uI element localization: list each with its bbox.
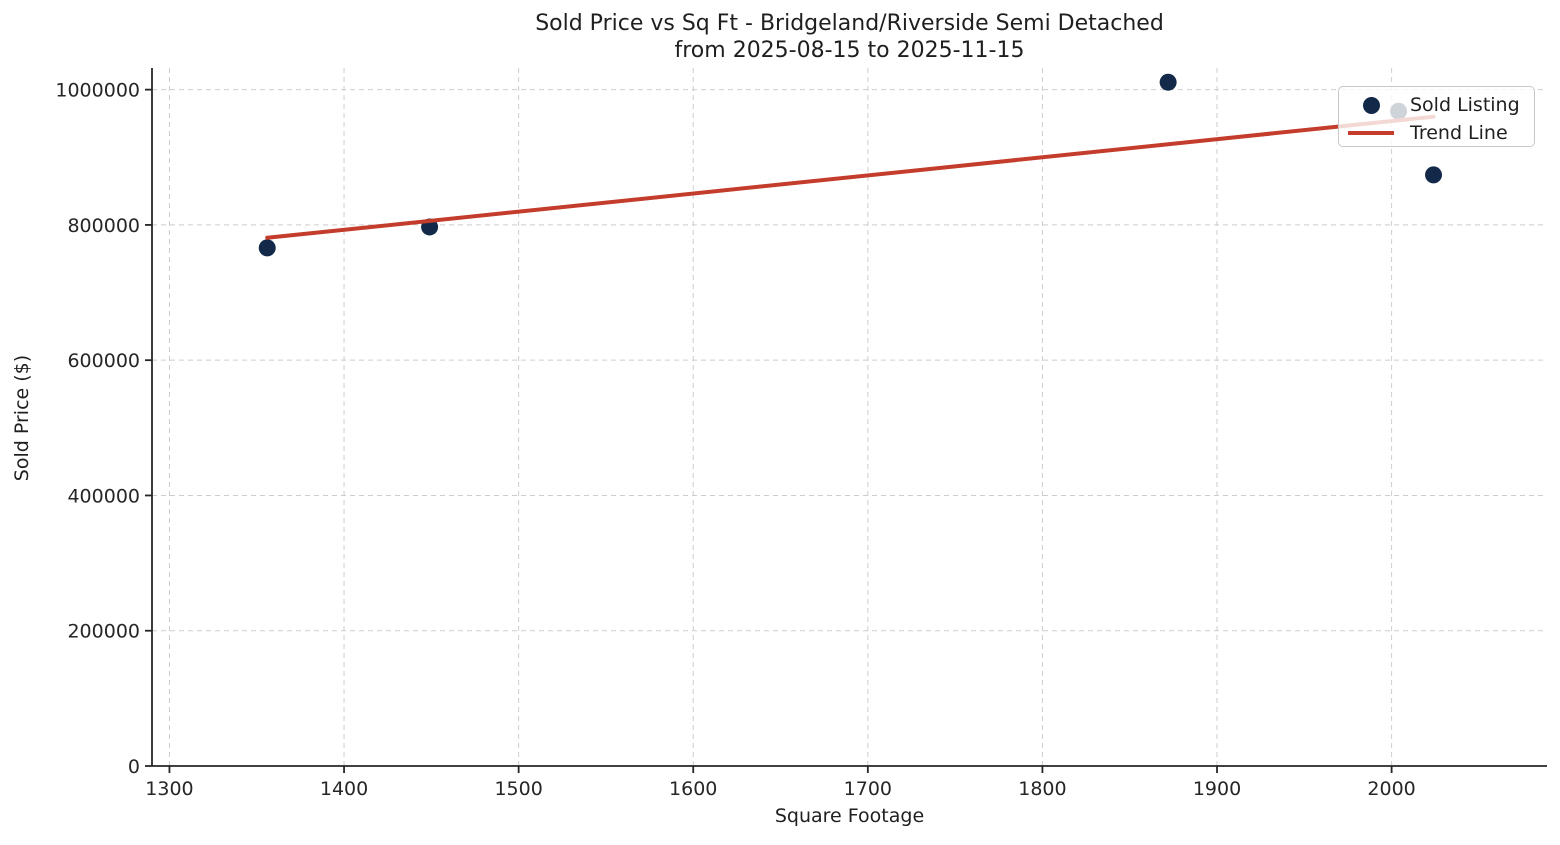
y-tick-label: 0 [128, 756, 140, 778]
legend: Sold Listing Trend Line [1338, 86, 1535, 147]
y-axis-label: Sold Price ($) [11, 354, 33, 482]
y-tick-label: 800000 [67, 215, 140, 237]
x-tick-label: 1500 [494, 778, 542, 800]
scatter-point [1159, 73, 1177, 91]
chart-title-block: Sold Price vs Sq Ft - Bridgeland/Riversi… [152, 10, 1547, 64]
y-tick-label: 600000 [67, 350, 140, 372]
x-tick-label: 1900 [1193, 778, 1241, 800]
x-axis-label: Square Footage [774, 805, 925, 827]
chart-title: Sold Price vs Sq Ft - Bridgeland/Riversi… [535, 11, 1164, 36]
legend-label-sold-listing: Sold Listing [1410, 94, 1520, 116]
x-tick-label: 2000 [1367, 778, 1415, 800]
x-tick-label: 1300 [145, 778, 193, 800]
scatter-point [1425, 166, 1443, 184]
scatter-marker-icon [1362, 96, 1380, 114]
legend-marker-box [1348, 119, 1394, 147]
chart-subtitle: from 2025-08-15 to 2025-11-15 [674, 38, 1025, 63]
trend-line [265, 114, 1436, 240]
y-tick-label: 1000000 [55, 80, 140, 102]
y-tick-label: 200000 [67, 621, 140, 643]
y-tick-label: 400000 [67, 485, 140, 507]
legend-item-sold-listing: Sold Listing [1348, 91, 1534, 119]
x-tick-label: 1400 [320, 778, 368, 800]
legend-marker-box [1348, 91, 1394, 119]
scatter-point [258, 239, 276, 257]
legend-label-trend-line: Trend Line [1410, 122, 1508, 144]
x-tick-label: 1700 [844, 778, 892, 800]
line-marker-icon [1348, 131, 1394, 135]
x-tick-label: 1800 [1018, 778, 1066, 800]
legend-item-trend-line: Trend Line [1348, 119, 1534, 147]
x-tick-label: 1600 [669, 778, 717, 800]
